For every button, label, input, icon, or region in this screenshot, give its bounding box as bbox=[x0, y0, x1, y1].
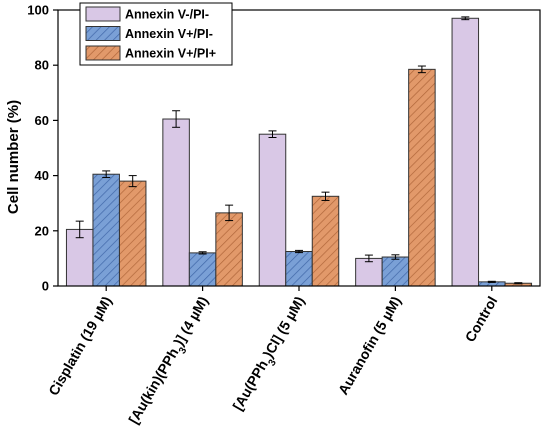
legend-label-2: Annexin V+/PI+ bbox=[125, 47, 216, 61]
error-bar-s2-c2 bbox=[321, 191, 330, 201]
error-bar-s2-c1 bbox=[225, 204, 234, 222]
legend-swatch-1 bbox=[85, 26, 121, 41]
bar-s0-c2 bbox=[258, 133, 287, 287]
error-bar-s1-c1 bbox=[198, 251, 207, 255]
legend-label-0: Annexin V-/PI- bbox=[125, 8, 209, 22]
error-bar-s1-c0 bbox=[102, 170, 111, 179]
bar-s0-c4 bbox=[451, 17, 480, 287]
y-tick-label-20: 20 bbox=[35, 223, 49, 238]
x-category-label-0: Cisplatin (19 µM) bbox=[45, 294, 115, 399]
legend-swatch-0 bbox=[85, 6, 121, 22]
error-bars-group bbox=[75, 16, 523, 285]
error-bar-s2-c0 bbox=[128, 175, 137, 188]
x-category-label-3: Auranofin (5 µM) bbox=[335, 294, 404, 398]
error-bar-s0-c1 bbox=[172, 110, 181, 128]
x-category-label-1: [Au(kin)(PPh3)] (4 µM) bbox=[125, 294, 216, 430]
y-tick-label-0: 0 bbox=[42, 279, 49, 294]
legend-label-1: Annexin V+/PI- bbox=[125, 27, 213, 41]
bar-s2-c2 bbox=[311, 195, 340, 287]
bar-s1-c0 bbox=[92, 173, 120, 287]
y-axis-label: Cell number (%) bbox=[5, 100, 22, 214]
error-bar-s0-c3 bbox=[364, 254, 373, 263]
x-labels-group: Cisplatin (19 µM) [Au(kin)(PPh3)] (4 µM)[… bbox=[45, 286, 501, 430]
x-category-label-2: [Au(PPh3)Cl] (5 µM) bbox=[229, 294, 312, 416]
bar-s0-c1 bbox=[162, 118, 190, 287]
y-tick-label-60: 60 bbox=[35, 113, 49, 128]
legend: Annexin V-/PI- Annexin V+/PI- Annexin V+/P… bbox=[79, 2, 233, 66]
bar-s0-c0 bbox=[65, 228, 94, 287]
x-category-label-4: Control bbox=[462, 294, 501, 345]
bar-s2-c1 bbox=[215, 212, 243, 287]
bar-s0-c3 bbox=[355, 257, 383, 287]
bar-s1-c2 bbox=[285, 251, 313, 287]
y-tick-label-100: 100 bbox=[27, 3, 49, 18]
error-bar-s0-c0 bbox=[75, 220, 84, 239]
y-tick-label-80: 80 bbox=[35, 58, 49, 73]
bar-s2-c3 bbox=[408, 68, 436, 287]
error-bar-s1-c3 bbox=[391, 254, 400, 260]
error-bar-s2-c3 bbox=[417, 65, 426, 74]
y-tick-label-40: 40 bbox=[35, 168, 49, 183]
error-bar-s0-c2 bbox=[268, 130, 277, 139]
bar-s1-c1 bbox=[188, 252, 217, 287]
legend-swatch-2 bbox=[85, 45, 121, 61]
error-bar-s1-c4 bbox=[487, 280, 496, 283]
y-ticks-group: 0 20 40 60 80 100 bbox=[27, 3, 58, 294]
error-bar-s0-c4 bbox=[461, 16, 470, 21]
error-bar-s1-c2 bbox=[295, 249, 303, 254]
bar-s1-c3 bbox=[381, 256, 410, 287]
bar-s2-c0 bbox=[118, 180, 147, 287]
error-bar-s2-c4 bbox=[514, 282, 523, 285]
